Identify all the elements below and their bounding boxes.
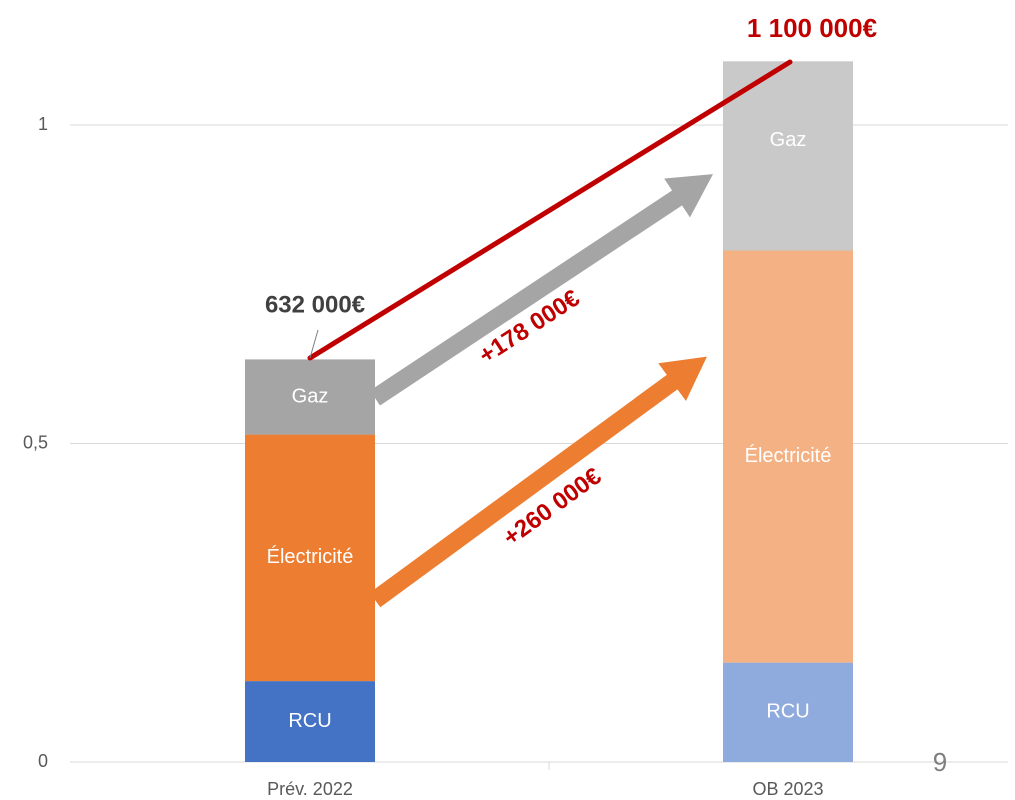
segment-label: Électricité bbox=[267, 545, 354, 568]
segment-label: RCU bbox=[766, 701, 809, 723]
elec-arrow bbox=[369, 356, 707, 608]
bar-segment bbox=[723, 250, 853, 663]
gaz-arrow bbox=[370, 174, 714, 406]
page-number: 9 bbox=[933, 747, 947, 777]
segment-label: Gaz bbox=[292, 385, 329, 407]
y-tick-label: 0 bbox=[38, 751, 48, 771]
bars: Prév. 2022 RCU Électricité Gaz OB 2023 RCU Éle… bbox=[245, 61, 853, 799]
bar-segment bbox=[245, 359, 375, 435]
grid: 00,51 bbox=[23, 114, 1008, 771]
y-tick-label: 1 bbox=[38, 114, 48, 134]
total-line bbox=[307, 59, 793, 361]
y-tick-label: 0,5 bbox=[23, 432, 48, 452]
bar-segment bbox=[245, 681, 375, 762]
segment-label: RCU bbox=[288, 710, 331, 732]
leader-line bbox=[309, 329, 319, 359]
segment-label: Électricité bbox=[745, 444, 832, 467]
segment-label: Gaz bbox=[770, 129, 807, 151]
x-tick-label: Prév. 2022 bbox=[267, 779, 353, 799]
bar-segment bbox=[245, 434, 375, 682]
x-tick-label: OB 2023 bbox=[752, 779, 823, 799]
total-2023: 1 100 000€ bbox=[747, 13, 877, 43]
bar-segment bbox=[723, 662, 853, 762]
total-2022: 632 000€ bbox=[265, 291, 365, 318]
